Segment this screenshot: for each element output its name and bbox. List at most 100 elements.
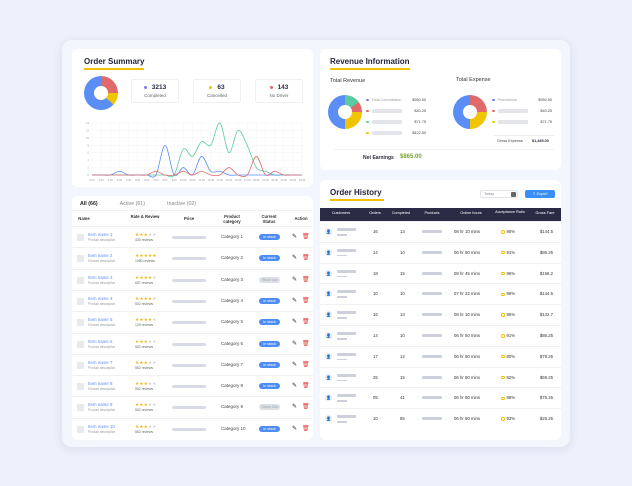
delete-icon[interactable]: 🗑 — [302, 319, 310, 326]
acceptance-ratio: 91% — [501, 333, 515, 338]
status-dot-icon — [209, 85, 213, 89]
item-name-link[interactable]: Item name 2 — [88, 253, 113, 259]
edit-icon[interactable]: ✎ — [292, 404, 298, 411]
order-history-panel: Order History Today ⇪ Export Customers Or… — [320, 180, 561, 440]
customer-name-placeholder — [337, 332, 356, 335]
edit-icon[interactable]: ✎ — [292, 297, 298, 304]
date-filter-input[interactable]: Today — [480, 190, 518, 198]
delete-icon[interactable]: 🗑 — [302, 340, 310, 347]
star-icon: ★ — [135, 381, 140, 387]
order-row: 👤 05 41 06 hr 50 mins 88% $75.25 — [320, 387, 561, 408]
item-name-link[interactable]: Item name 9 — [88, 402, 113, 408]
ratio-value: 91% — [506, 249, 516, 255]
review-count: 657 reviews — [135, 280, 154, 285]
products-placeholder — [422, 230, 442, 233]
customer-sub-placeholder — [337, 358, 347, 361]
completed-count: 15 — [400, 374, 405, 380]
edit-icon[interactable]: ✎ — [292, 340, 298, 347]
review-count: 552 reviews — [135, 344, 154, 349]
status-badge: In stock — [259, 319, 280, 326]
product-category: Category 2 — [221, 255, 244, 261]
product-image-icon — [77, 404, 84, 412]
delete-icon[interactable]: 🗑 — [302, 383, 310, 390]
review-count: 552 reviews — [135, 365, 154, 370]
item-name-link[interactable]: Item name 7 — [88, 359, 113, 365]
acceptance-ratio: 80% — [501, 354, 515, 359]
edit-icon[interactable]: ✎ — [292, 276, 298, 283]
star-icon: ★ — [135, 402, 140, 408]
acceptance-ratio: 95% — [501, 312, 515, 317]
online-hours: 06 hr 50 mins — [454, 353, 481, 359]
avatar-icon: 👤 — [325, 290, 332, 298]
revenue-panel: Revenue Information Total Revenue Total … — [320, 49, 561, 170]
x-tick-label: 4:00 — [126, 178, 132, 182]
delete-icon[interactable]: 🗑 — [302, 361, 310, 368]
column-header: Orders — [369, 211, 381, 215]
product-image-icon — [77, 297, 84, 305]
item-description: Product description — [88, 238, 116, 242]
review-count: 1080 reviews — [135, 259, 155, 264]
star-icon: ★ — [148, 338, 153, 344]
price-placeholder — [172, 257, 206, 261]
item-name-link[interactable]: Item name 6 — [88, 338, 113, 344]
star-icon: ★ — [135, 359, 140, 365]
orders-count: 14 — [373, 333, 378, 338]
review-count: 552 reviews — [135, 429, 154, 434]
export-button[interactable]: ⇪ Export — [525, 190, 555, 198]
star-icon: ★ — [152, 317, 157, 323]
series-line-0 — [92, 122, 302, 178]
x-tick-label: 20:00 — [271, 178, 278, 182]
item-name-link[interactable]: Item name 1 — [88, 232, 113, 237]
column-header: Name — [78, 216, 90, 221]
product-category: Category 3 — [221, 276, 244, 282]
calendar-icon[interactable] — [511, 192, 516, 197]
gross-fare: $75.25 — [539, 395, 553, 401]
orders-count: 10 — [373, 416, 378, 422]
x-tick-label: 17:00 — [244, 178, 251, 182]
star-icon: ★ — [143, 359, 149, 365]
item-name-link[interactable]: Item name 10 — [88, 423, 115, 429]
tab-inactive[interactable]: Inactive (02) — [167, 201, 197, 207]
legend-label: Total Commission — [371, 98, 402, 102]
star-icon: ★ — [135, 253, 140, 259]
edit-icon[interactable]: ✎ — [292, 361, 298, 368]
column-header: Customers — [331, 211, 351, 215]
edit-icon[interactable]: ✎ — [292, 234, 298, 240]
delete-icon[interactable]: 🗑 — [302, 255, 310, 262]
acceptance-ratio: 91% — [501, 250, 515, 255]
star-icon: ★ — [139, 402, 144, 408]
legend-dot-icon — [366, 98, 369, 102]
edit-icon[interactable]: ✎ — [292, 383, 298, 390]
customer-sub-placeholder — [337, 421, 347, 423]
item-name-link[interactable]: Item name 4 — [88, 295, 113, 301]
product-image-icon — [77, 383, 84, 391]
edit-icon[interactable]: ✎ — [292, 425, 298, 432]
item-name-link[interactable]: Item name 5 — [88, 317, 113, 323]
star-icon: ★ — [152, 274, 157, 280]
ratio-value: 80% — [506, 353, 516, 359]
revenue-donut — [328, 95, 362, 129]
customer-name-placeholder — [337, 352, 356, 356]
price-placeholder — [172, 321, 206, 325]
order-row: 👤 10 85 06 hr 50 mins 93% $25.25 — [320, 408, 561, 429]
status-badge: In stock — [259, 297, 280, 304]
tab-active[interactable]: Active (61) — [119, 201, 145, 207]
star-icon: ★ — [152, 253, 157, 259]
delete-icon[interactable]: 🗑 — [302, 297, 310, 304]
rating-stars: ★★★★★ — [135, 381, 157, 387]
gross-fare: $25.25 — [539, 416, 553, 422]
edit-icon[interactable]: ✎ — [292, 319, 298, 326]
edit-icon[interactable]: ✎ — [292, 255, 298, 262]
avatar-icon: 👤 — [325, 269, 332, 277]
orders-count: 05 — [373, 395, 378, 401]
item-name-link[interactable]: Item name 8 — [88, 381, 113, 387]
delete-icon[interactable]: 🗑 — [302, 276, 310, 283]
online-hours: 08 hr 10 mins — [454, 312, 481, 318]
delete-icon[interactable]: 🗑 — [302, 234, 310, 240]
customer-name-placeholder — [337, 269, 356, 273]
product-category: Category 5 — [221, 319, 244, 325]
delete-icon[interactable]: 🗑 — [302, 425, 310, 432]
x-tick-label: 5:00 — [135, 178, 141, 182]
delete-icon[interactable]: 🗑 — [302, 404, 310, 411]
item-name-link[interactable]: Item name 3 — [88, 274, 113, 280]
